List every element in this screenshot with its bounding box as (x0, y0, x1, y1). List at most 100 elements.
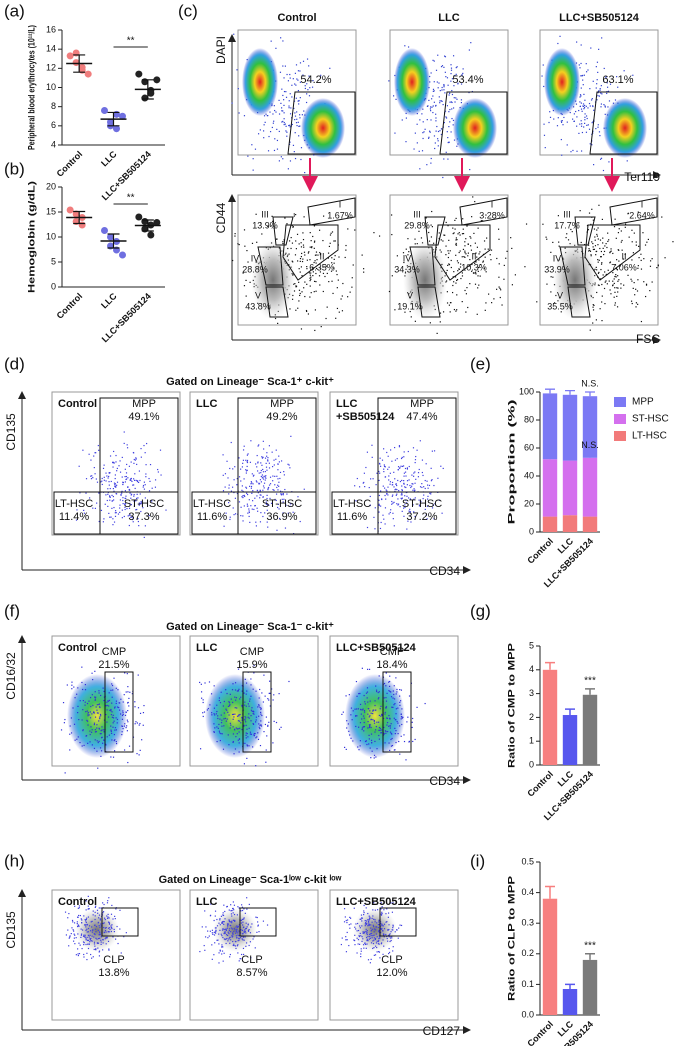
event-dot (327, 252, 330, 254)
event-dot (616, 287, 618, 289)
event-dot (264, 512, 266, 514)
event-dot (583, 107, 586, 109)
event-dot (549, 111, 551, 113)
event-dot (367, 925, 369, 927)
event-dot (222, 928, 224, 930)
event-dot (363, 694, 365, 697)
event-dot (583, 126, 585, 128)
event-dot (348, 944, 350, 947)
event-dot (392, 494, 394, 496)
event-dot (391, 495, 393, 497)
event-dot (270, 40, 272, 42)
event-dot (111, 739, 113, 741)
y-tick-label: 2 (529, 712, 534, 722)
event-dot (378, 738, 380, 740)
event-dot (97, 947, 99, 949)
event-dot (388, 681, 390, 683)
event-dot (278, 99, 280, 101)
event-dot (291, 96, 293, 98)
event-dot (270, 502, 273, 504)
event-dot (77, 933, 79, 935)
event-dot (252, 169, 254, 171)
event-dot (234, 497, 237, 499)
event-dot (299, 125, 301, 127)
event-dot (624, 226, 626, 228)
event-dot (259, 727, 261, 730)
event-dot (436, 332, 438, 334)
event-dot (367, 701, 369, 703)
event-dot (136, 480, 139, 483)
event-dot (609, 252, 611, 254)
event-dot (84, 684, 86, 686)
event-dot (376, 951, 378, 953)
event-dot (127, 709, 129, 712)
event-dot (414, 738, 416, 741)
event-dot (121, 490, 123, 492)
event-dot (347, 296, 349, 298)
event-dot (232, 933, 234, 935)
event-dot (329, 67, 331, 69)
event-dot (466, 225, 468, 227)
event-dot (478, 253, 480, 255)
event-dot (566, 144, 568, 146)
event-dot (278, 160, 280, 162)
event-dot (79, 700, 81, 702)
event-dot (127, 486, 129, 488)
event-dot (84, 704, 86, 706)
event-dot (201, 697, 203, 699)
event-dot (413, 511, 415, 513)
event-dot (212, 933, 214, 935)
event-dot (246, 249, 248, 252)
event-dot (380, 505, 382, 507)
event-dot (211, 714, 213, 716)
event-dot (450, 101, 452, 103)
event-dot (397, 498, 399, 500)
gate (377, 491, 457, 535)
event-dot (379, 527, 382, 530)
event-dot (560, 311, 562, 313)
event-dot (602, 237, 604, 239)
event-dot (364, 923, 366, 925)
event-dot (432, 95, 434, 97)
event-dot (356, 695, 358, 697)
event-dot (383, 468, 385, 470)
event-dot (227, 940, 229, 942)
event-dot (76, 925, 79, 928)
event-dot (387, 940, 389, 942)
event-dot (279, 471, 282, 474)
event-dot (383, 464, 385, 466)
event-dot (395, 677, 397, 679)
event-dot (591, 122, 593, 124)
event-dot (304, 281, 306, 283)
event-dot (250, 926, 252, 928)
event-dot (473, 253, 475, 255)
event-dot (440, 133, 443, 136)
event-dot (368, 734, 370, 736)
event-dot (369, 726, 371, 728)
event-dot (378, 503, 380, 505)
event-dot (244, 719, 246, 721)
event-dot (239, 698, 241, 700)
event-dot (111, 696, 113, 698)
column-title: Control (58, 896, 97, 908)
event-dot (620, 287, 622, 289)
event-dot (433, 101, 435, 103)
event-dot (235, 697, 238, 699)
event-dot (373, 754, 376, 756)
event-dot (341, 295, 343, 297)
event-dot (258, 726, 260, 728)
event-dot (392, 924, 394, 926)
event-dot (319, 267, 321, 269)
event-dot (377, 943, 379, 945)
event-dot (112, 488, 115, 490)
event-dot (304, 295, 306, 298)
event-dot (251, 482, 253, 484)
event-dot (241, 704, 243, 707)
event-dot (562, 124, 564, 126)
event-dot (222, 960, 224, 962)
event-dot (285, 125, 287, 127)
event-dot (413, 488, 415, 490)
event-dot (359, 927, 361, 929)
event-dot (604, 113, 606, 115)
event-dot (380, 908, 382, 910)
